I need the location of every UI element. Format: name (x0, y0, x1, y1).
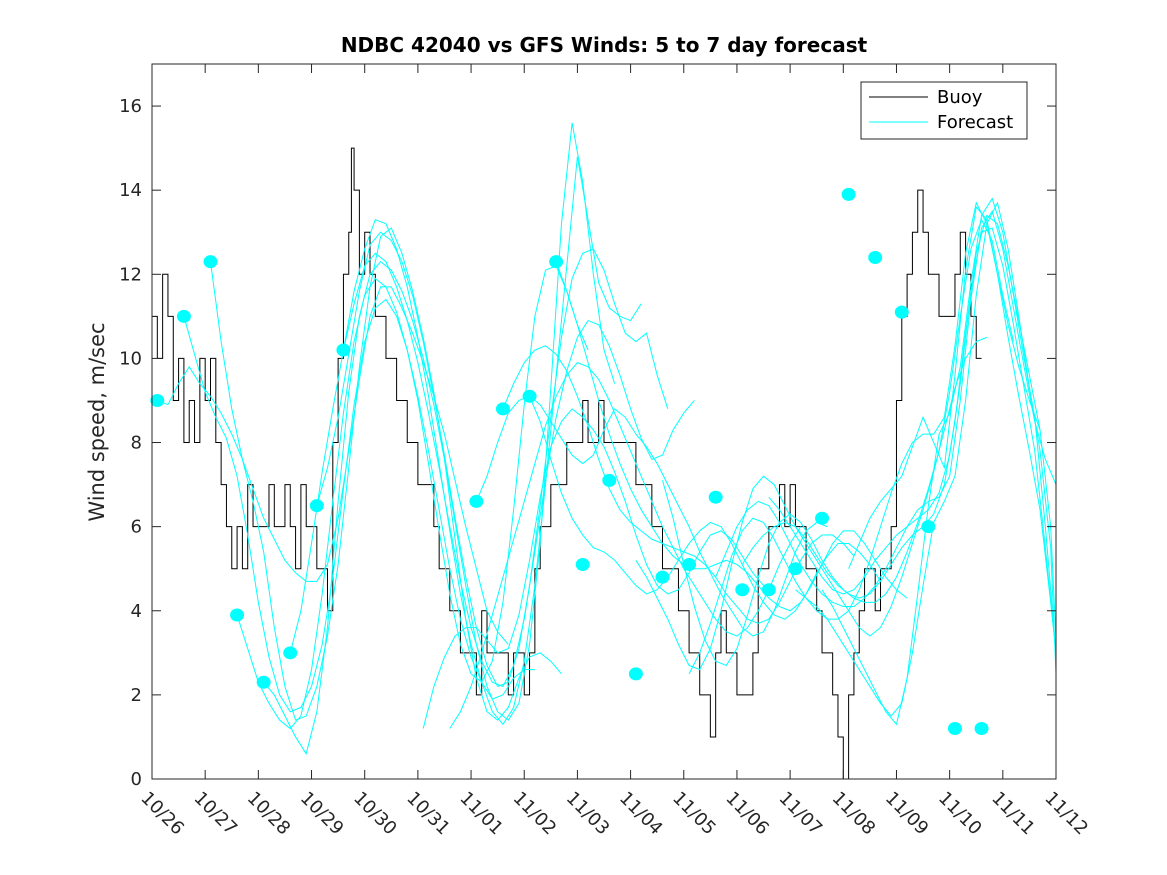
x-tick-label: 11/03 (562, 788, 614, 840)
forecast-start-point (921, 520, 936, 534)
x-tick-label: 10/27 (190, 788, 242, 840)
forecast-start-point (575, 558, 590, 571)
y-axis-label: Wind speed, m/sec (85, 322, 109, 521)
x-tick-label: 11/06 (721, 788, 773, 840)
x-tick-label: 11/12 (1040, 788, 1092, 840)
forecast-start-point (682, 558, 697, 571)
forecast-start-point (602, 473, 617, 487)
forecast-start-point (309, 499, 324, 513)
forecast-start-point (761, 583, 776, 597)
x-tick-label: 10/28 (243, 788, 295, 840)
x-tick-label: 11/05 (668, 788, 720, 840)
x-tick-label: 11/01 (456, 788, 508, 840)
x-tick-label: 11/02 (509, 788, 561, 840)
y-tick-label: 6 (131, 517, 142, 538)
forecast-start-point (150, 393, 165, 407)
forecast-start-point (283, 646, 298, 660)
forecast-series-line-8 (342, 252, 695, 688)
y-tick-label: 4 (131, 601, 142, 622)
forecast-series-line-1 (157, 286, 509, 645)
x-tick-label: 11/04 (615, 788, 667, 840)
forecast-start-point (495, 402, 510, 416)
forecast-series-line-18 (715, 209, 1056, 608)
forecast-series-line-15 (635, 336, 988, 671)
forecast-series-line-23 (848, 205, 1056, 653)
forecast-start-point (203, 255, 218, 269)
forecast-series-line-6 (289, 156, 642, 726)
buoy-series-line (152, 147, 982, 779)
forecast-series-line-22 (821, 197, 1056, 726)
forecast-start-point (628, 667, 643, 681)
forecast-start-point (947, 722, 962, 736)
forecast-start-point (708, 490, 723, 504)
forecast-series-line-4 (236, 265, 589, 730)
forecast-start-point (469, 494, 484, 508)
legend-forecast-label: Forecast (937, 112, 1013, 133)
x-tick-label: 10/26 (136, 788, 188, 840)
forecast-start-point (841, 187, 856, 201)
forecast-series-line-3 (209, 227, 562, 721)
y-tick-label: 12 (119, 264, 142, 285)
forecast-series-line-21 (795, 201, 1056, 717)
forecast-start-point (256, 675, 271, 689)
legend-buoy-label: Buoy (937, 87, 983, 108)
x-tick-label: 11/11 (987, 788, 1039, 840)
x-tick-label: 11/07 (775, 788, 827, 840)
forecast-start-point (788, 562, 803, 576)
forecast-series-line-16 (662, 218, 1014, 667)
x-tick-label: 10/31 (402, 788, 454, 840)
y-tick-label: 2 (131, 685, 142, 706)
forecast-series-line-7 (316, 231, 669, 688)
y-tick-label: 0 (131, 769, 142, 790)
y-tick-label: 10 (119, 348, 142, 369)
forecast-start-point (815, 511, 830, 525)
y-tick-label: 14 (119, 180, 142, 201)
forecast-start-point (868, 250, 883, 264)
forecast-start-point (894, 305, 909, 319)
x-tick-label: 11/10 (934, 788, 986, 840)
forecast-start-point (336, 343, 351, 357)
plot-area: 0 2 4 6 8 10 12 14 16 10/26 10/27 10/28 10/29 10/30 10… (119, 63, 1092, 840)
forecast-start-point (974, 722, 989, 736)
forecast-series-line-14 (555, 261, 908, 612)
x-tick-label: 11/09 (881, 788, 933, 840)
x-tick-label: 10/29 (296, 788, 348, 840)
axes-box (151, 63, 1057, 780)
y-tick-label: 16 (119, 96, 142, 117)
forecast-start-point (655, 570, 670, 584)
forecast-start-point (549, 255, 564, 269)
forecast-start-point (522, 389, 537, 403)
forecast-series-line-20 (768, 227, 1056, 653)
y-tick-label: 8 (131, 433, 142, 454)
forecast-start-point (230, 608, 245, 622)
forecast-start-point (735, 583, 750, 597)
forecast-series-line-9 (422, 408, 775, 729)
legend-box (860, 81, 1028, 140)
x-tick-label: 10/30 (349, 788, 401, 840)
series-group (152, 122, 1056, 779)
x-tick-label: 11/08 (828, 788, 880, 840)
chart-title: NDBC 42040 vs GFS Winds: 5 to 7 day fore… (341, 33, 868, 57)
forecast-series-line-5 (263, 122, 616, 756)
legend: Buoy Forecast (860, 81, 1028, 140)
forecast-start-point (176, 309, 191, 323)
